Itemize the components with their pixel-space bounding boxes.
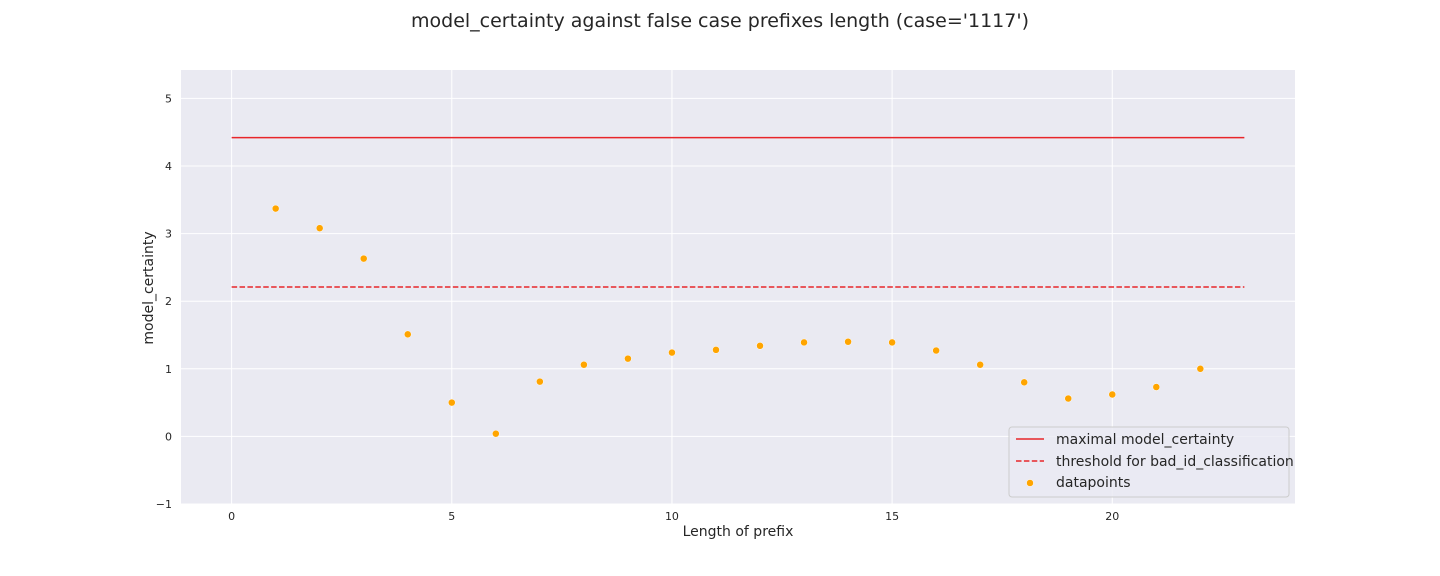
y-tick-label: 0	[165, 430, 172, 443]
data-point	[271, 204, 280, 213]
data-point	[536, 377, 544, 386]
data-point	[1020, 378, 1028, 387]
data-point	[888, 338, 896, 347]
legend-label-maximal: maximal model_certainty	[1056, 432, 1234, 448]
data-point	[624, 354, 632, 363]
x-axis-ticks: 0 5 10 15 20	[228, 510, 1119, 523]
x-tick-label: 0	[228, 510, 235, 523]
y-tick-label: 4	[165, 160, 172, 173]
legend-swatch-point	[1026, 479, 1034, 487]
y-tick-label: −1	[156, 498, 172, 511]
data-point	[1196, 365, 1205, 373]
data-point	[932, 346, 940, 355]
legend-label-datapoints: datapoints	[1056, 475, 1131, 491]
y-axis-label: model_certainty	[141, 231, 157, 344]
data-point	[404, 330, 412, 339]
y-tick-label: 1	[165, 363, 172, 376]
y-axis-ticks: −1 0 1 2 3 4 5	[156, 92, 172, 511]
reference-lines	[231, 136, 1245, 288]
y-tick-label: 2	[165, 295, 172, 308]
y-tick-label: 5	[165, 92, 172, 105]
x-tick-label: 10	[665, 510, 679, 523]
data-point	[580, 360, 588, 369]
chart-title: model_certainty against false case prefi…	[411, 10, 1029, 32]
data-point	[800, 338, 808, 347]
data-point	[668, 348, 676, 357]
data-point	[1108, 390, 1117, 399]
data-point	[1064, 394, 1072, 403]
data-point	[756, 342, 764, 350]
data-point	[976, 360, 984, 369]
data-point	[492, 429, 500, 438]
data-point	[315, 224, 324, 232]
y-tick-label: 3	[165, 228, 172, 241]
x-tick-label: 5	[448, 510, 455, 523]
data-points	[271, 204, 1205, 438]
data-point	[448, 398, 456, 407]
data-point	[1152, 383, 1161, 391]
legend-box	[1008, 426, 1290, 498]
legend: maximal model_certainty threshold for ba…	[1008, 426, 1294, 498]
x-tick-label: 15	[885, 510, 899, 523]
x-axis-label: Length of prefix	[683, 524, 794, 540]
legend-label-threshold: threshold for bad_id_classification	[1056, 454, 1294, 470]
data-point	[844, 338, 852, 346]
x-tick-label: 20	[1105, 510, 1119, 523]
data-point	[359, 254, 368, 263]
data-point	[712, 346, 720, 354]
